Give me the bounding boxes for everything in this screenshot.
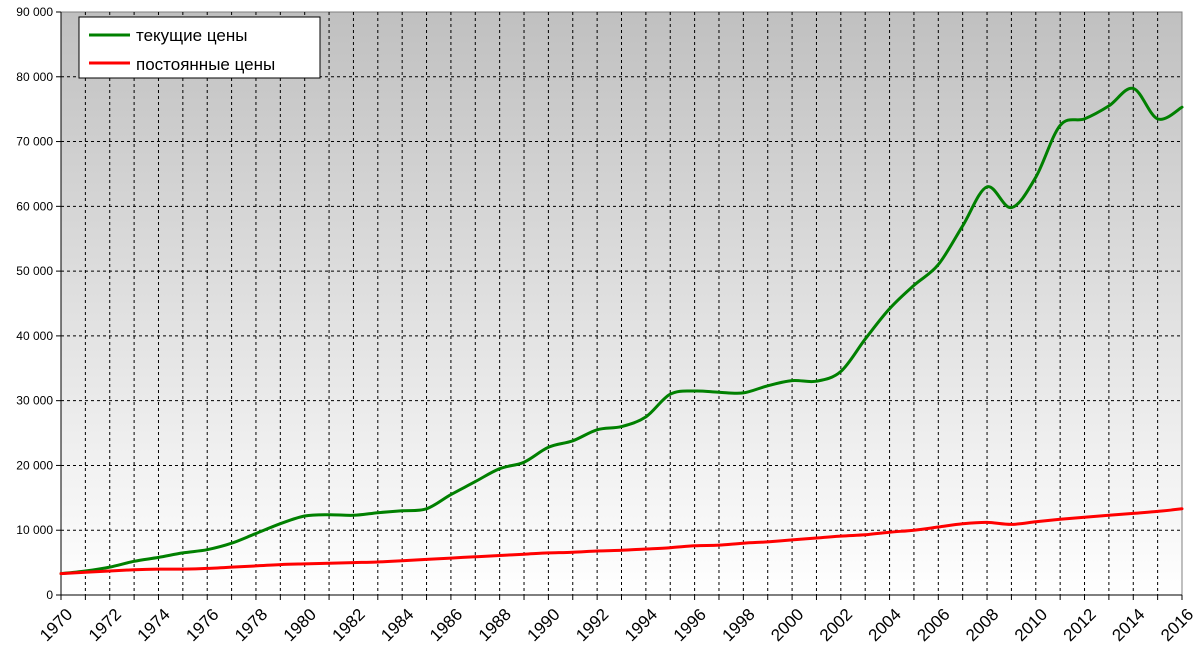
series-line-constant-prices bbox=[59, 507, 1184, 576]
y-tick-label: 70 000 bbox=[16, 135, 53, 149]
x-tick-label: 1994 bbox=[621, 605, 661, 645]
x-tick-label: 2000 bbox=[767, 605, 807, 645]
y-tick-label: 80 000 bbox=[16, 70, 53, 84]
x-tick-label: 2004 bbox=[865, 605, 905, 645]
x-tick-label: 2016 bbox=[1157, 605, 1194, 645]
y-tick-label: 30 000 bbox=[16, 394, 53, 408]
y-tick-label: 50 000 bbox=[16, 264, 53, 278]
legend-label-current-prices: текущие цены bbox=[136, 26, 247, 45]
x-tick-label: 1970 bbox=[36, 605, 76, 645]
series-line-current-prices bbox=[59, 86, 1184, 576]
x-tick-label: 1998 bbox=[718, 605, 758, 645]
x-tick-label: 1996 bbox=[670, 605, 710, 645]
x-tick-label: 2010 bbox=[1011, 605, 1051, 645]
x-tick-label: 1982 bbox=[329, 605, 369, 645]
x-axis-ticks: 1970 1972 1974 1976 1978 1980 1982 1984 1986 1988… bbox=[36, 595, 1194, 645]
grid bbox=[61, 12, 1182, 595]
y-tick-label: 20 000 bbox=[16, 458, 53, 472]
x-tick-label: 1974 bbox=[134, 605, 174, 645]
y-axis-ticks: 0 10 000 20 000 30 000 40 000 50 000 60 000 70 … bbox=[16, 5, 61, 602]
plot-area bbox=[60, 11, 1183, 596]
x-tick-label: 1978 bbox=[231, 605, 271, 645]
x-tick-label: 2014 bbox=[1108, 605, 1148, 645]
y-tick-label: 0 bbox=[46, 588, 53, 602]
series-group bbox=[59, 86, 1184, 576]
x-tick-label: 1986 bbox=[426, 605, 466, 645]
x-tick-label: 1980 bbox=[280, 605, 320, 645]
x-tick-label: 1992 bbox=[572, 605, 612, 645]
x-tick-label: 1988 bbox=[475, 605, 515, 645]
y-tick-label: 40 000 bbox=[16, 329, 53, 343]
legend-label-constant-prices: постоянные цены bbox=[136, 55, 275, 74]
x-tick-label: 2002 bbox=[816, 605, 856, 645]
x-tick-label: 2012 bbox=[1060, 605, 1100, 645]
legend-box bbox=[78, 16, 321, 79]
y-tick-label: 10 000 bbox=[16, 523, 53, 537]
y-tick-label: 90 000 bbox=[16, 5, 53, 19]
x-tick-label: 1972 bbox=[85, 605, 125, 645]
y-tick-label: 60 000 bbox=[16, 199, 53, 213]
x-tick-label: 1976 bbox=[182, 605, 222, 645]
x-tick-label: 1984 bbox=[377, 605, 417, 645]
legend: текущие цены постоянные цены bbox=[78, 16, 321, 79]
x-tick-label: 2008 bbox=[962, 605, 1002, 645]
x-tick-label: 2006 bbox=[913, 605, 953, 645]
x-tick-label: 1990 bbox=[524, 605, 564, 645]
